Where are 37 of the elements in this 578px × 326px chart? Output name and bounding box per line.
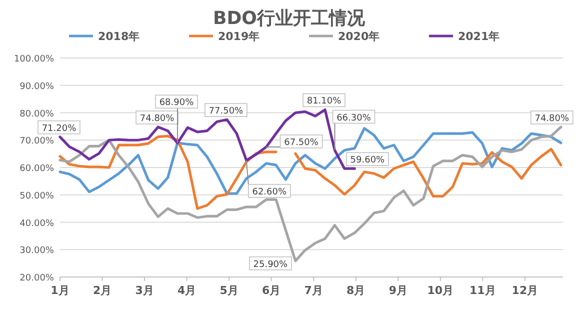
x-tick-label: 8月 <box>346 284 366 297</box>
x-tick-label: 2月 <box>92 284 112 297</box>
y-tick-label: 30.00% <box>20 246 54 256</box>
x-tick-label: 11月 <box>470 284 496 297</box>
annotation: 81.10% <box>306 96 342 107</box>
annotation: 66.30% <box>336 113 372 124</box>
legend-label: 2020年 <box>338 30 380 43</box>
x-tick-label: 12月 <box>512 284 538 297</box>
legend-label: 2019年 <box>218 30 260 43</box>
x-tick-label: 10月 <box>427 284 454 297</box>
x-tick-label: 1月 <box>50 284 70 297</box>
y-tick-label: 20.00% <box>20 274 54 284</box>
y-tick-label: 70.00% <box>20 136 54 147</box>
x-tick-label: 7月 <box>304 284 323 297</box>
annotation: 68.90% <box>159 98 194 108</box>
y-tick-label: 40.00% <box>20 218 54 229</box>
x-tick-label: 9月 <box>388 284 408 297</box>
y-tick-label: 60.00% <box>20 164 54 174</box>
annotation: 62.60% <box>252 187 288 198</box>
x-tick-label: 6月 <box>262 284 281 297</box>
annotation: 71.20% <box>42 124 77 134</box>
annotation: 59.60% <box>350 156 386 166</box>
x-tick-label: 5月 <box>220 284 238 297</box>
annotation: 25.90% <box>253 260 288 270</box>
y-tick-label: 90.00% <box>20 82 54 92</box>
annotation: 67.50% <box>284 138 319 148</box>
annotation: 74.80% <box>534 114 570 124</box>
legend-label: 2018年 <box>98 30 140 43</box>
y-tick-label: 100.00% <box>14 54 54 64</box>
chart-title: BDO行业开工情况 <box>213 8 366 29</box>
x-tick-label: 4月 <box>177 284 196 297</box>
annotation: 77.50% <box>208 106 244 117</box>
legend-label: 2021年 <box>458 30 500 43</box>
annotation: 74.80% <box>140 114 175 124</box>
y-tick-label: 50.00% <box>20 191 54 202</box>
y-tick-label: 80.00% <box>20 109 54 120</box>
x-tick-label: 3月 <box>135 284 154 297</box>
